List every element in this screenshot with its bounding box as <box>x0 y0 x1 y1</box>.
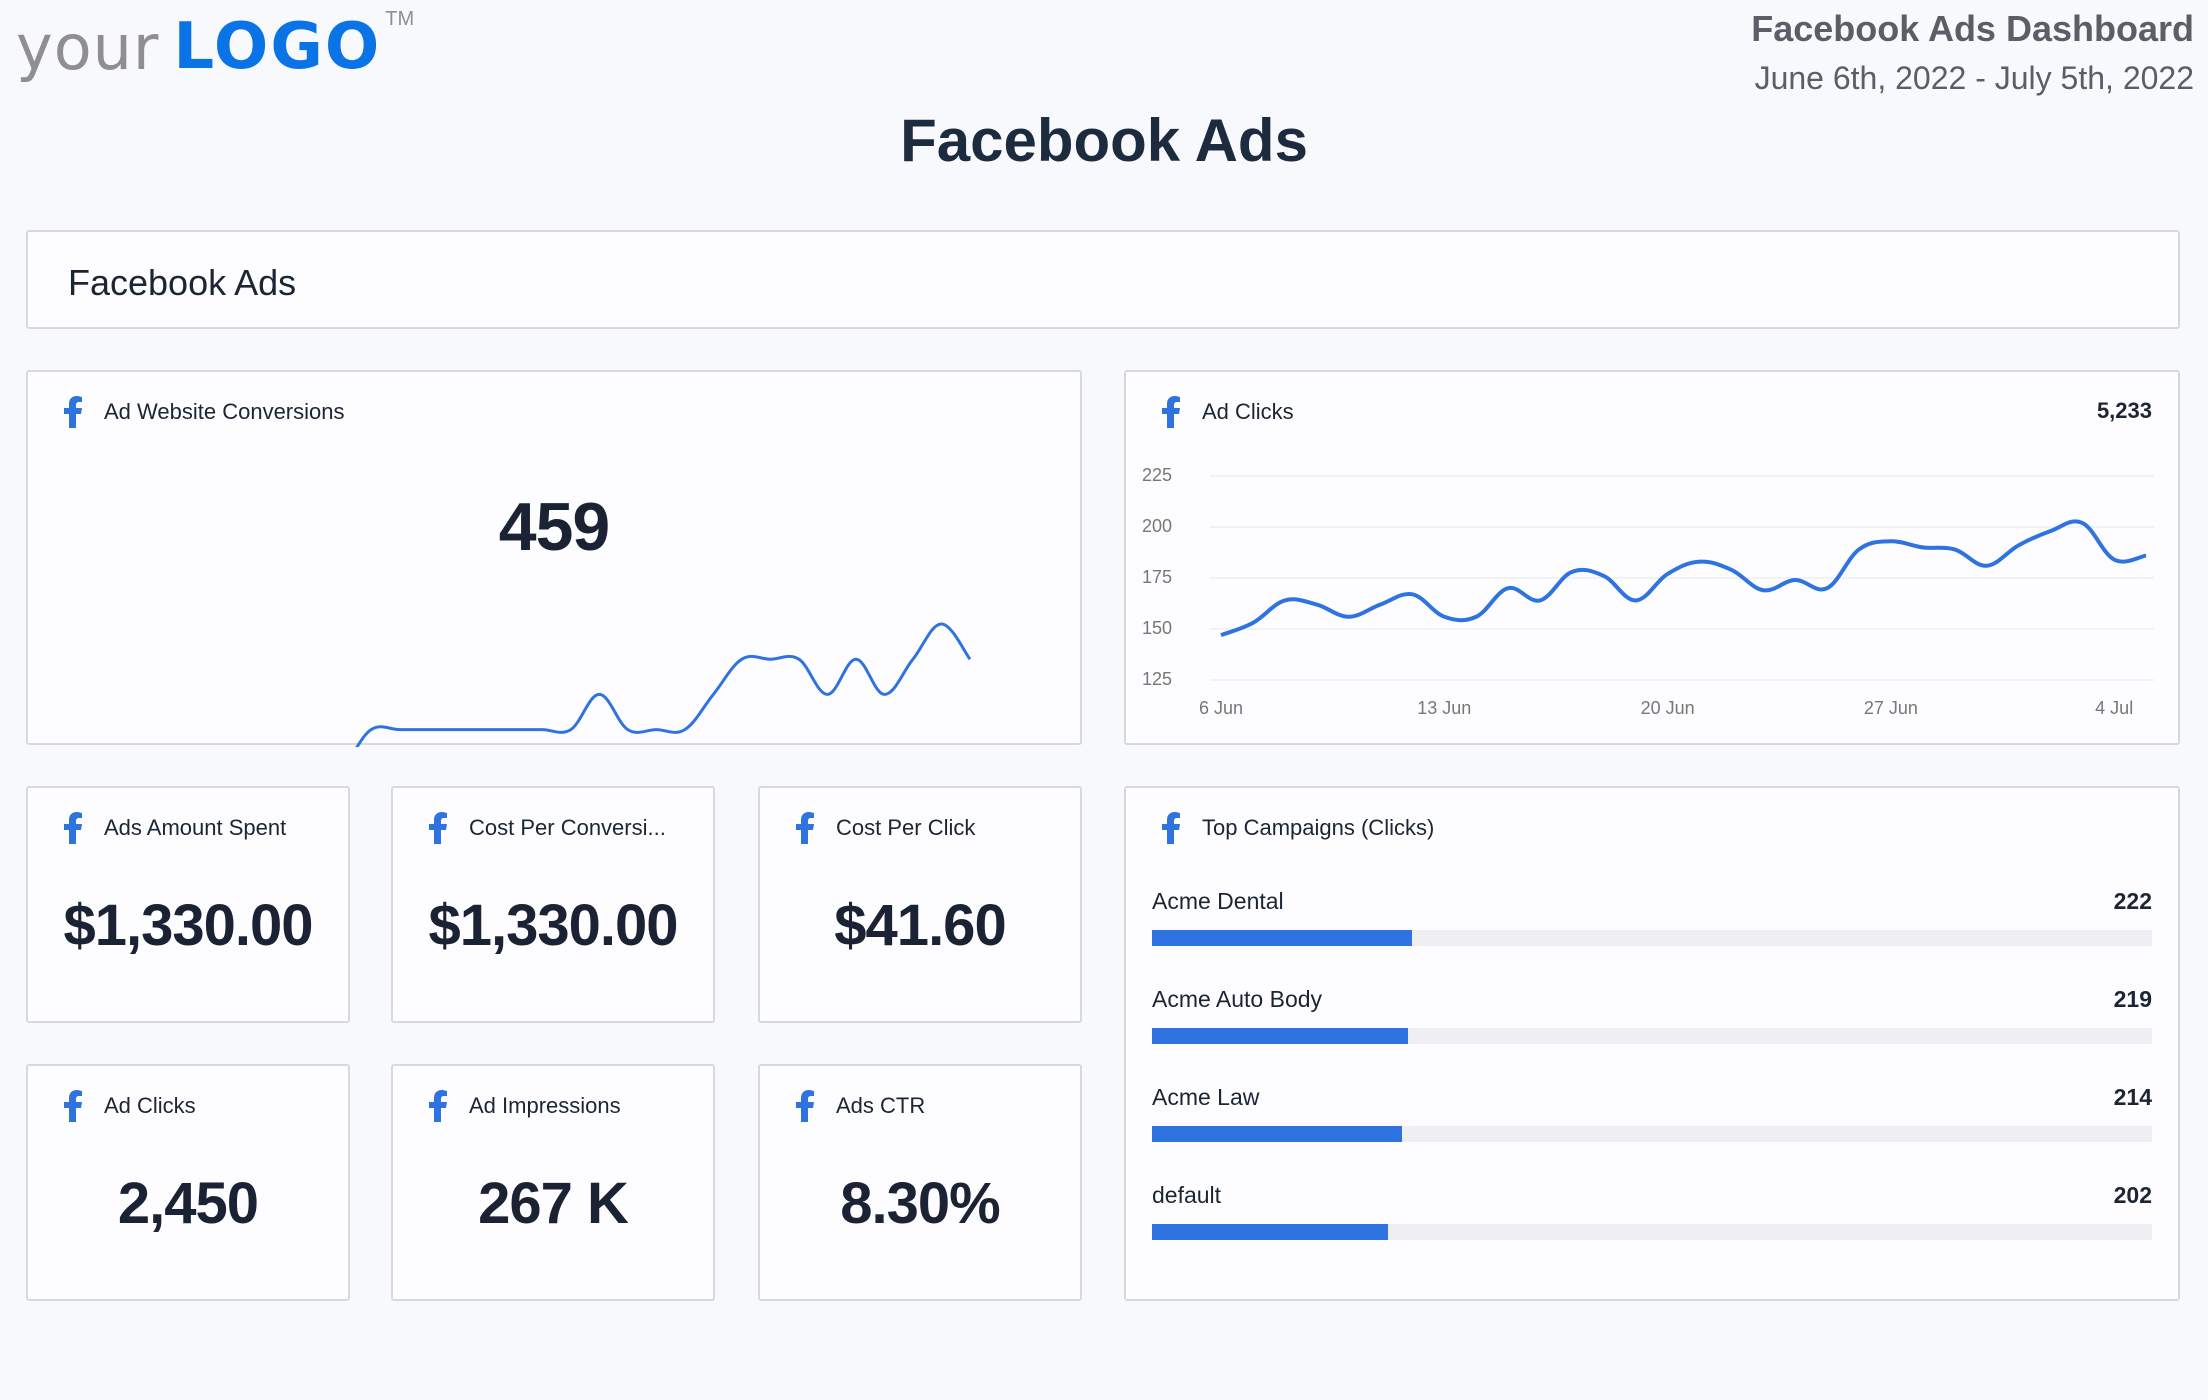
date-range: June 6th, 2022 - July 5th, 2022 <box>1754 60 2194 96</box>
card-title: Ad Clicks <box>1202 399 1294 424</box>
campaign-bar-fill <box>1152 1224 1388 1240</box>
conversions-series-line <box>355 622 972 747</box>
y-tick-label: 125 <box>1141 669 1172 689</box>
x-tick-label: 4 Jul <box>2095 698 2134 718</box>
ad-clicks-line-chart <box>1210 475 2154 681</box>
campaign-name: Acme Auto Body <box>1152 986 1323 1012</box>
facebook-icon <box>429 1090 447 1122</box>
logo-text: your <box>16 11 160 84</box>
card-title: Ad Website Conversions <box>104 399 345 424</box>
metric-value: $1,330.00 <box>428 893 678 958</box>
metric-card: Ads Amount Spent $1,330.00 <box>26 786 350 1023</box>
facebook-icon <box>796 1090 814 1122</box>
x-tick-label: 20 Jun <box>1640 698 1695 718</box>
conversions-sparkline <box>355 622 972 747</box>
campaign-bar-track <box>1152 1126 2152 1142</box>
logo: your LOGO TM <box>16 4 414 84</box>
facebook-icon <box>64 812 82 844</box>
ad-clicks-chart-card: Ad Clicks 5,233 225 200 175 150 125 6 Jun 13 J… <box>1124 370 2180 745</box>
facebook-icon <box>1162 396 1180 428</box>
conversions-card: Ad Website Conversions 459 <box>26 370 1082 747</box>
metric-title: Ad Clicks <box>104 1093 196 1118</box>
y-tick-label: 200 <box>1141 516 1172 536</box>
metric-value: 8.30% <box>840 1171 1000 1236</box>
x-tick-label: 27 Jun <box>1863 698 1918 718</box>
campaign-bar-track <box>1152 1224 2152 1240</box>
facebook-icon <box>1162 812 1180 844</box>
campaign-name: Acme Law <box>1152 1084 1260 1110</box>
campaign-row: Acme Dental 222 <box>1152 888 2152 946</box>
dashboard-title: Facebook Ads Dashboard <box>1751 8 2194 49</box>
metric-value: $41.60 <box>834 893 1006 958</box>
metric-card: Ad Impressions 267 K <box>391 1064 715 1301</box>
campaign-name: default <box>1152 1182 1222 1208</box>
campaign-bar-track <box>1152 930 2152 946</box>
campaign-bar-fill <box>1152 1028 1408 1044</box>
campaign-row: Acme Law 214 <box>1152 1084 2152 1142</box>
ad-clicks-series-line <box>1220 519 2147 637</box>
logo-tm: TM <box>385 8 415 30</box>
ad-clicks-total: 5,233 <box>2096 398 2152 423</box>
x-tick-label: 13 Jun <box>1417 698 1472 718</box>
campaign-bar-fill <box>1152 1126 1402 1142</box>
campaign-value: 222 <box>2113 888 2152 914</box>
facebook-icon <box>796 812 814 844</box>
y-tick-label: 150 <box>1141 618 1172 638</box>
metric-value: $1,330.00 <box>63 893 313 958</box>
section-header: Facebook Ads <box>26 230 2180 329</box>
campaign-row: Acme Auto Body 219 <box>1152 986 2152 1044</box>
metric-card: Ad Clicks 2,450 <box>26 1064 350 1301</box>
y-tick-label: 175 <box>1141 567 1172 587</box>
metric-card: Cost Per Conversi... $1,330.00 <box>391 786 715 1023</box>
facebook-icon <box>429 812 447 844</box>
metric-title: Ad Impressions <box>469 1093 621 1118</box>
facebook-icon <box>64 1090 82 1122</box>
metric-value: 2,450 <box>117 1171 259 1236</box>
campaign-value: 214 <box>2113 1084 2152 1110</box>
metric-title: Cost Per Click <box>836 815 976 840</box>
metric-value: 267 K <box>478 1171 629 1236</box>
page-title: Facebook Ads <box>900 107 1308 174</box>
card-title: Top Campaigns (Clicks) <box>1202 815 1435 840</box>
metric-title: Ads CTR <box>836 1093 926 1118</box>
logo-mark: LOGO <box>173 10 382 84</box>
campaign-name: Acme Dental <box>1152 888 1284 914</box>
metric-card: Ads CTR 8.30% <box>758 1064 1082 1301</box>
section-title: Facebook Ads <box>68 262 297 303</box>
metric-title: Cost Per Conversi... <box>469 815 666 840</box>
campaign-value: 219 <box>2113 986 2152 1012</box>
conversions-value: 459 <box>498 489 610 565</box>
facebook-icon <box>64 396 82 428</box>
y-tick-label: 225 <box>1141 465 1172 485</box>
metric-title: Ads Amount Spent <box>104 815 287 840</box>
campaign-bar-track <box>1152 1028 2152 1044</box>
campaign-value: 202 <box>2113 1182 2152 1208</box>
campaign-row: default 202 <box>1152 1182 2152 1240</box>
x-tick-label: 6 Jun <box>1198 698 1244 718</box>
metric-card: Cost Per Click $41.60 <box>758 786 1082 1023</box>
top-campaigns-card: Top Campaigns (Clicks) Acme Dental 222 A… <box>1124 786 2180 1301</box>
campaign-bar-fill <box>1152 930 1412 946</box>
